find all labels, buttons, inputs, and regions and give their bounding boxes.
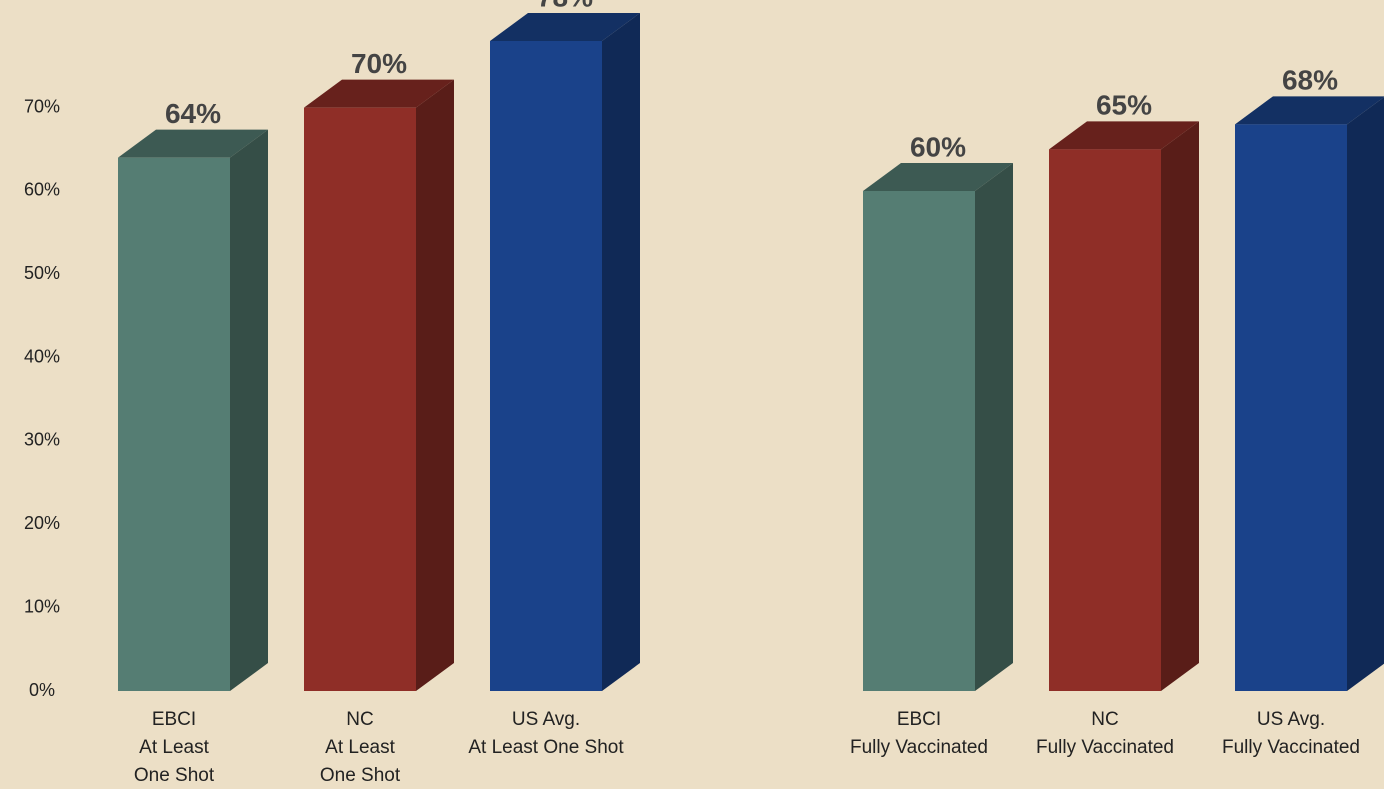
bar-top (1235, 96, 1384, 125)
value-label: 64% (165, 98, 221, 129)
bar (490, 40, 602, 691)
y-tick-label: 70% (24, 96, 60, 116)
bar-top (1049, 121, 1199, 150)
x-tick-label: EBCI Fully Vaccinated (850, 709, 988, 758)
y-tick-label: 50% (24, 263, 60, 283)
x-tick-label: EBCI At Least One Shot (134, 709, 215, 786)
value-label: 65% (1096, 90, 1152, 121)
x-tick-label-line: At Least One Shot (468, 737, 624, 758)
x-tick-label-line: Fully Vaccinated (1222, 737, 1360, 758)
value-label: 60% (910, 131, 966, 162)
x-tick-label-line: At Least (139, 737, 209, 758)
x-tick-label-line: US Avg. (1257, 709, 1325, 730)
bar-side (975, 162, 1013, 691)
bar-top (863, 162, 1013, 191)
y-tick-label: 0% (29, 680, 55, 700)
bar (1235, 124, 1347, 691)
y-tick-label: 40% (24, 346, 60, 366)
x-tick-label-line: One Shot (320, 765, 401, 786)
bar (1049, 149, 1161, 691)
x-tick-label: US Avg. Fully Vaccinated (1222, 709, 1360, 758)
value-label: 78% (537, 0, 593, 12)
bar (863, 190, 975, 691)
x-tick-label: NC Fully Vaccinated (1036, 709, 1174, 758)
x-tick-label-line: One Shot (134, 765, 215, 786)
bar-top (304, 79, 454, 108)
x-tick-label: NC At Least One Shot (320, 709, 401, 786)
bar (118, 157, 230, 691)
bar-top (118, 129, 268, 158)
x-tick-label-line: EBCI (152, 709, 196, 730)
bar-side (1347, 97, 1384, 691)
value-label: 70% (351, 48, 407, 79)
x-tick-label-line: NC (346, 709, 373, 730)
y-tick-label: 60% (24, 180, 60, 200)
bar-top (490, 12, 640, 41)
value-label: 68% (1282, 65, 1338, 96)
bar-side (416, 79, 454, 691)
x-tick-label-line: NC (1091, 709, 1118, 730)
x-tick-label: US Avg. At Least One Shot (468, 709, 624, 758)
x-tick-label-line: Fully Vaccinated (850, 737, 988, 758)
x-tick-label-line: EBCI (897, 709, 941, 730)
bar-side (230, 129, 268, 691)
bar-side (602, 12, 640, 691)
x-tick-label-line: US Avg. (512, 709, 580, 730)
x-tick-label-line: Fully Vaccinated (1036, 737, 1174, 758)
x-tick-label-line: At Least (325, 737, 395, 758)
bar (304, 107, 416, 691)
y-tick-label: 20% (24, 513, 60, 533)
y-tick-label: 30% (24, 430, 60, 450)
y-tick-label: 10% (24, 596, 60, 616)
bar-side (1161, 121, 1199, 691)
